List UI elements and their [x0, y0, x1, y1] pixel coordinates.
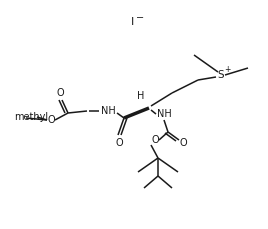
- Text: I: I: [131, 17, 135, 27]
- Text: O: O: [115, 138, 123, 148]
- Text: methyl: methyl: [14, 112, 48, 122]
- Text: S: S: [218, 70, 224, 80]
- Text: O: O: [151, 135, 159, 145]
- Text: O: O: [56, 88, 64, 98]
- Text: O: O: [47, 115, 55, 125]
- Text: NH: NH: [157, 109, 171, 119]
- Text: H: H: [137, 91, 145, 101]
- Text: −: −: [136, 13, 144, 23]
- Text: +: +: [224, 65, 230, 74]
- Text: NH: NH: [100, 106, 116, 116]
- Text: O: O: [179, 138, 187, 148]
